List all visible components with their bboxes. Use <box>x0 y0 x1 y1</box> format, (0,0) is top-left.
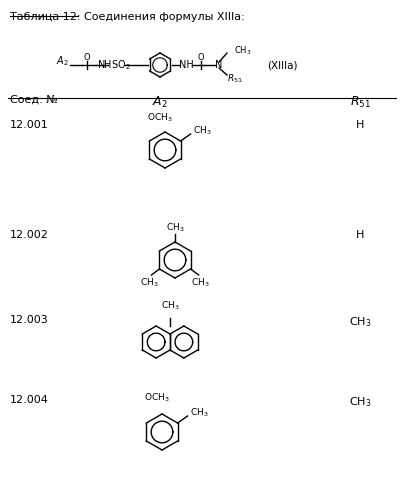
Text: 12.003: 12.003 <box>10 315 49 325</box>
Text: CH$_3$: CH$_3$ <box>234 45 252 57</box>
Text: (XIIIa): (XIIIa) <box>267 60 297 70</box>
Text: CH$_3$: CH$_3$ <box>140 277 159 289</box>
Text: $A_2$: $A_2$ <box>56 54 68 68</box>
Text: O: O <box>84 52 90 62</box>
Text: O: O <box>198 52 204 62</box>
Text: CH$_3$: CH$_3$ <box>189 407 208 419</box>
Text: H: H <box>356 230 364 240</box>
Text: $R_{51}$: $R_{51}$ <box>227 72 243 85</box>
Text: NH: NH <box>179 60 194 70</box>
Text: CH$_3$: CH$_3$ <box>191 277 210 289</box>
Text: Соед. №: Соед. № <box>10 95 58 105</box>
Text: CH$_3$: CH$_3$ <box>161 300 179 312</box>
Text: 12.004: 12.004 <box>10 395 49 405</box>
Text: OCH$_3$: OCH$_3$ <box>147 112 173 124</box>
Text: CH$_3$: CH$_3$ <box>349 395 371 409</box>
Text: OCH$_3$: OCH$_3$ <box>144 392 170 404</box>
Text: H: H <box>356 120 364 130</box>
Text: $R_{51}$: $R_{51}$ <box>349 95 370 110</box>
Text: CH$_3$: CH$_3$ <box>349 315 371 329</box>
Text: 12.001: 12.001 <box>10 120 49 130</box>
Text: CH$_3$: CH$_3$ <box>193 124 211 137</box>
Text: 12.002: 12.002 <box>10 230 49 240</box>
Text: CH$_3$: CH$_3$ <box>166 222 184 234</box>
Text: N: N <box>215 60 223 70</box>
Text: NHSO$_2$: NHSO$_2$ <box>97 58 131 72</box>
Text: $A_2$: $A_2$ <box>152 95 168 110</box>
Text: Таблица 12: Соединения формулы XIIIa:: Таблица 12: Соединения формулы XIIIa: <box>10 12 245 22</box>
